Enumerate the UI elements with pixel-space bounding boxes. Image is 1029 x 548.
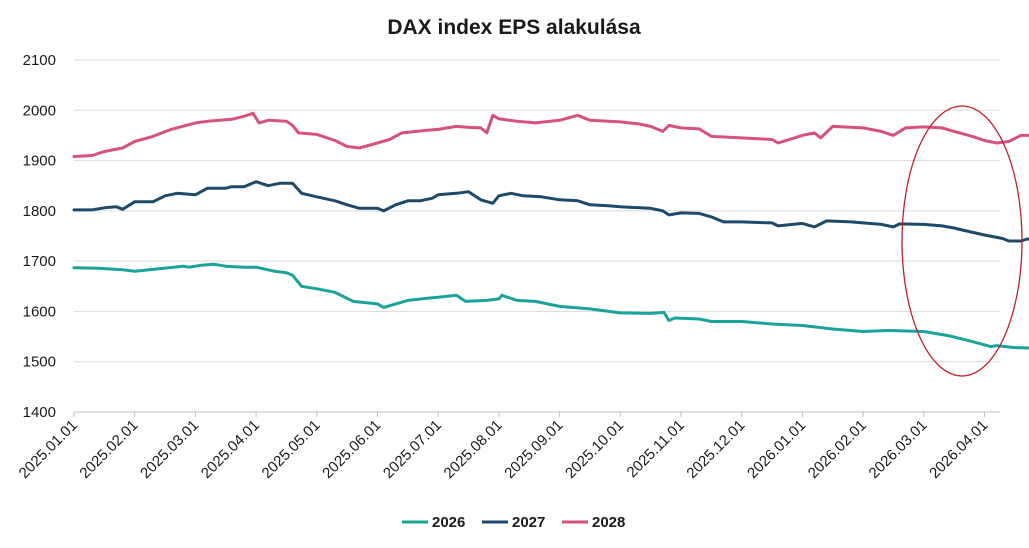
y-tick-label: 1600 [23, 303, 56, 320]
legend-label-2028: 2028 [592, 514, 625, 531]
chart-title: DAX index EPS alakulása [387, 16, 641, 39]
y-tick-label: 2000 [23, 102, 56, 119]
x-axis: 2025.01.012025.02.012025.03.012025.04.01… [16, 411, 1000, 482]
x-tick-label: 2026.04.01 [926, 417, 991, 482]
y-tick-label: 1800 [23, 203, 56, 220]
x-tick-label: 2025.06.01 [319, 417, 384, 482]
x-tick-label: 2025.01.01 [16, 417, 81, 482]
x-tick-label: 2025.11.01 [624, 417, 688, 481]
y-tick-label: 2100 [23, 52, 56, 69]
x-tick-label: 2025.02.01 [76, 417, 141, 482]
series-line-2027 [72, 180, 1029, 243]
legend: 2026 2027 2028 [402, 514, 625, 531]
series-lines [72, 111, 1029, 350]
x-tick-label: 2025.10.01 [562, 417, 627, 482]
series-line-2028 [72, 111, 1029, 158]
y-tick-label: 1900 [23, 153, 56, 170]
x-tick-label: 2025.03.01 [137, 417, 202, 482]
legend-label-2027: 2027 [512, 514, 545, 531]
y-axis: 1400 1500 1600 1700 1800 1900 2000 2100 [23, 52, 56, 421]
x-tick-label: 2026.01.01 [744, 417, 809, 482]
y-tick-label: 1400 [23, 404, 56, 421]
legend-label-2026: 2026 [432, 514, 465, 531]
x-tick-label: 2026.03.01 [866, 417, 931, 482]
series-line-2026 [72, 262, 1029, 350]
gridlines [74, 59, 1000, 363]
x-tick-label: 2026.02.01 [805, 417, 870, 482]
y-tick-label: 1500 [23, 354, 56, 371]
highlight-ellipse [901, 105, 1023, 377]
x-tick-label: 2025.12.01 [683, 417, 748, 482]
x-tick-label: 2025.07.01 [380, 417, 445, 482]
x-tick-label: 2025.09.01 [501, 417, 566, 482]
x-tick-label: 2025.05.01 [259, 417, 324, 482]
y-tick-label: 1700 [23, 253, 56, 270]
x-tick-label: 2025.04.01 [198, 417, 263, 482]
x-tick-label: 2025.08.01 [441, 417, 506, 482]
